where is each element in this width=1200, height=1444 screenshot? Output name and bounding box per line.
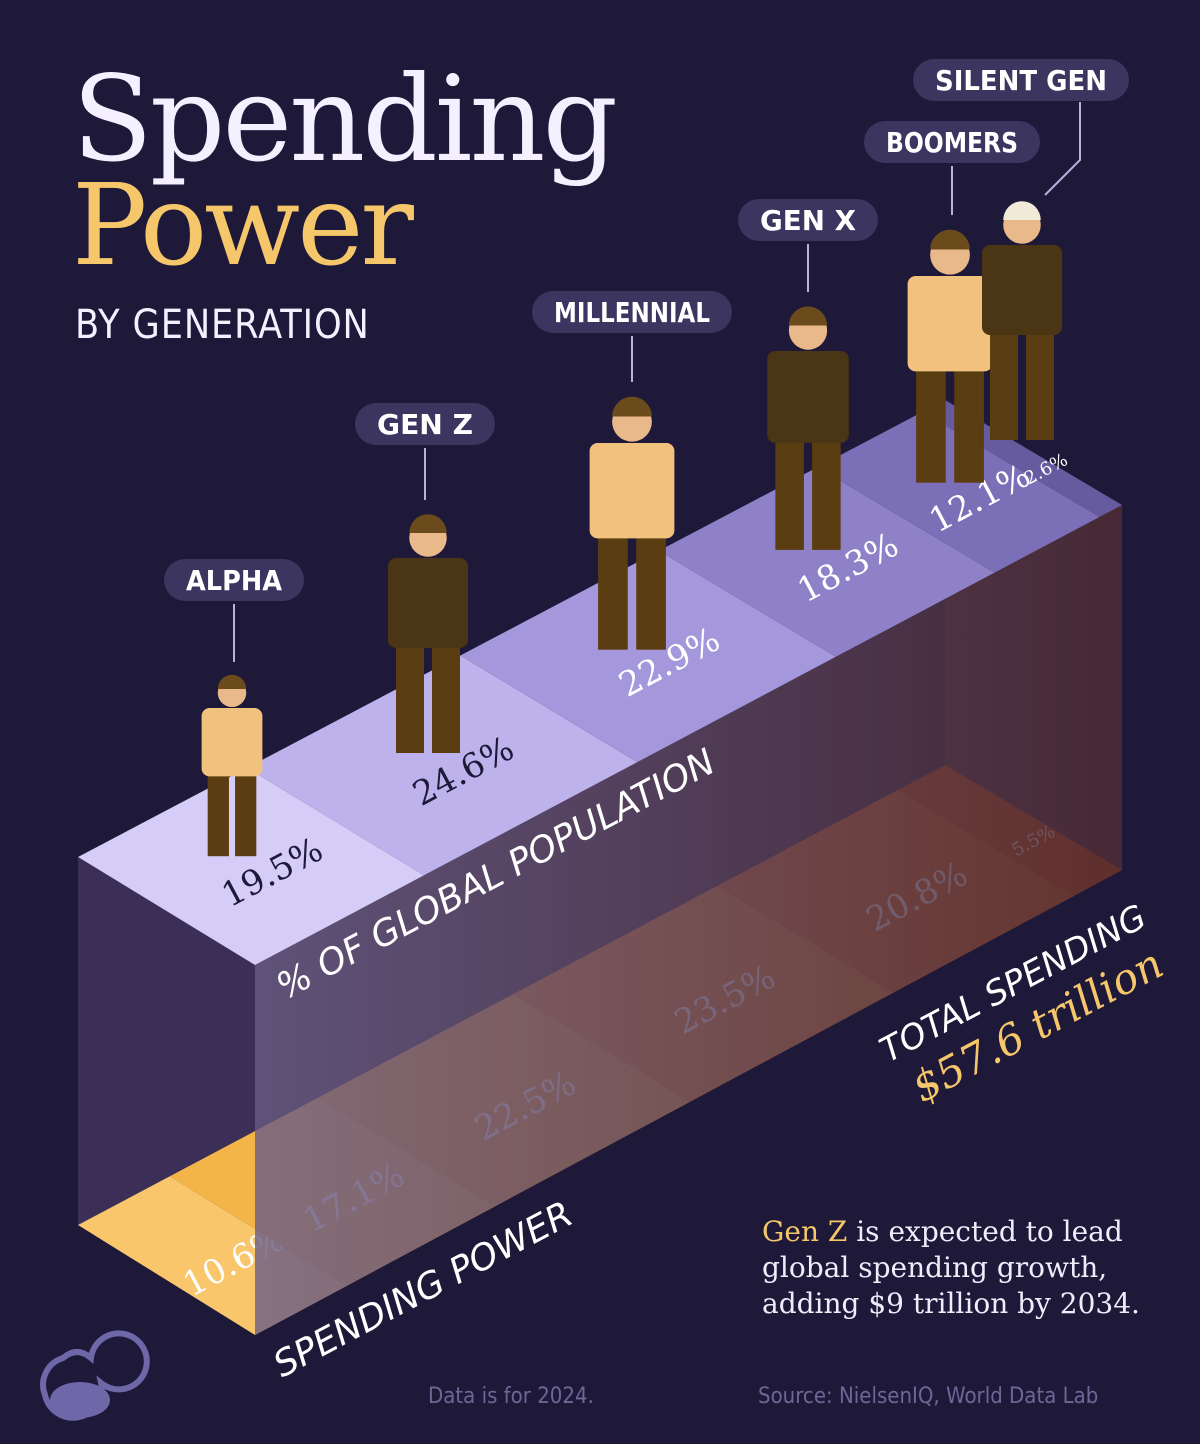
person-hair: [217, 674, 247, 689]
person-leg: [636, 527, 666, 650]
generation-pill: [164, 559, 304, 601]
generation-pill: [864, 121, 1040, 163]
note-text-2: global spending growth,: [762, 1251, 1108, 1284]
population-segment: [78, 767, 425, 965]
person-leg: [990, 325, 1018, 440]
person-leg: [235, 768, 257, 857]
person-hair: [788, 306, 828, 326]
person-torso: [907, 276, 993, 372]
generation-label: GEN X: [760, 204, 856, 237]
population-segment: [247, 655, 638, 876]
person-hair: [1003, 201, 1041, 220]
subtitle: BY GENERATION: [75, 302, 370, 348]
annotation-note: Gen Z is expected to lead global spendin…: [762, 1214, 1182, 1322]
person-leg: [954, 360, 984, 483]
generation-label: ALPHA: [186, 564, 282, 597]
person-torso: [767, 351, 849, 443]
generation-label: BOOMERS: [886, 126, 1018, 159]
person-leg: [396, 638, 424, 753]
generation-gen-z: GEN Z: [355, 403, 495, 753]
note-highlight: Gen Z: [762, 1215, 848, 1248]
generation-pill: [355, 403, 495, 445]
person-hair: [409, 514, 447, 533]
person-leg: [812, 432, 841, 550]
person-leg: [775, 432, 804, 550]
data-note: Data is for 2024.: [428, 1384, 594, 1409]
visual-capitalist-logo: [40, 1330, 150, 1421]
person-leg: [1026, 325, 1054, 440]
source: Source: NielsenIQ, World Data Lab: [758, 1384, 1099, 1409]
generation-alpha: ALPHA: [164, 559, 304, 857]
generation-label: GEN Z: [377, 408, 473, 441]
person-hair: [612, 396, 652, 417]
generation-boomers: BOOMERS: [864, 121, 1040, 483]
note-text-1: is expected to lead: [847, 1215, 1123, 1248]
person-torso: [589, 443, 675, 539]
note-text-3: adding $9 trillion by 2034.: [762, 1287, 1140, 1320]
person-leg: [916, 360, 946, 483]
person-hair: [930, 229, 970, 250]
person-leg: [207, 768, 229, 857]
generation-label: MILLENNIAL: [554, 296, 710, 329]
person-torso: [201, 708, 263, 777]
title-line2: Power: [72, 161, 414, 291]
generation-pill: [738, 199, 878, 241]
generation-silent-gen: SILENT GEN: [913, 59, 1129, 440]
person-torso: [982, 245, 1062, 335]
population-segment: [658, 467, 995, 657]
population-segment: [460, 550, 836, 763]
logo-piggy-icon: [50, 1382, 110, 1418]
title-line1: Spending: [72, 50, 618, 188]
generation-pill: [532, 291, 732, 333]
person-leg: [598, 527, 628, 650]
front-face: [255, 505, 1122, 1335]
person-torso: [388, 558, 468, 648]
population-segment: [817, 411, 1100, 573]
generation-pill: [913, 59, 1129, 101]
person-leg: [432, 638, 460, 753]
generation-millennial: MILLENNIAL: [532, 291, 732, 650]
pointer-arrow: [1044, 102, 1081, 196]
generation-gen-x: GEN X: [738, 199, 878, 550]
generation-label: SILENT GEN: [935, 64, 1107, 97]
